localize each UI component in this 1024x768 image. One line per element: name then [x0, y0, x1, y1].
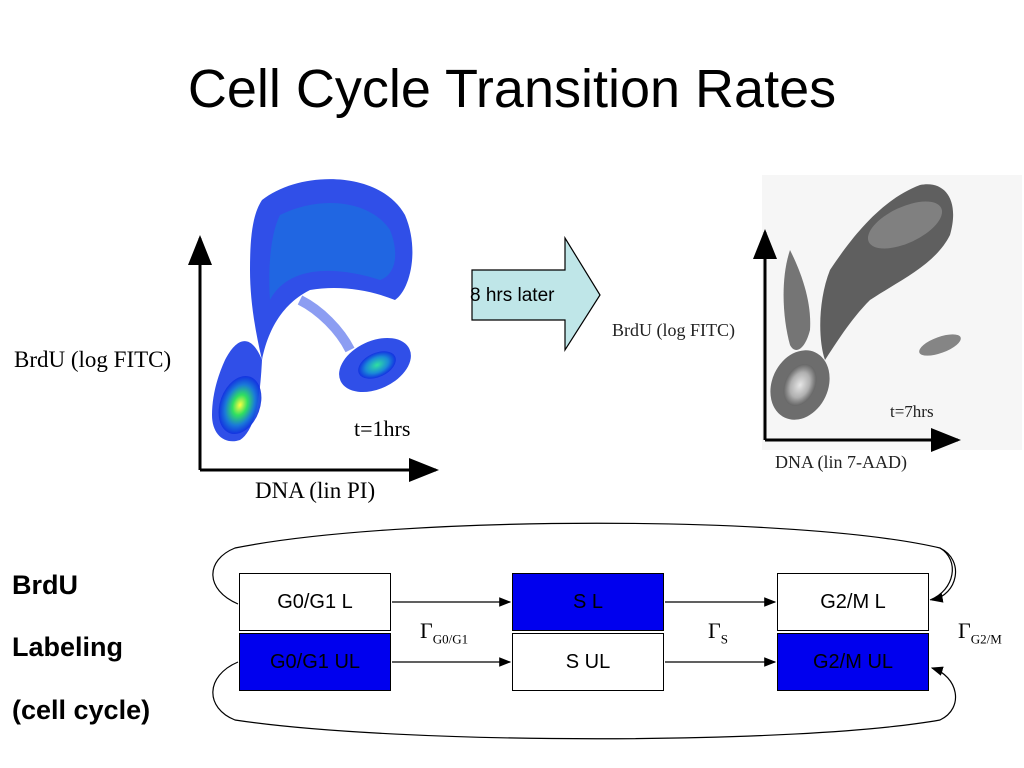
box-g0g1-unlabeled: G0/G1 UL [239, 633, 391, 691]
right-scatter [770, 184, 961, 420]
right-plot-annotation: t=7hrs [890, 402, 934, 421]
box-g2m-labeled: G2/M L [777, 573, 929, 631]
side-label-cell-cycle: (cell cycle) [12, 695, 151, 725]
left-plot-ylabel: BrdU (log FITC) [14, 347, 172, 372]
box-s-unlabeled-text: S UL [565, 650, 611, 673]
bottom-loop-arrow [212, 661, 957, 740]
side-label-labeling: Labeling [12, 632, 124, 662]
right-plot-xlabel: DNA (lin 7-AAD) [775, 452, 907, 472]
box-g0g1-unlabeled-text: G0/G1 UL [269, 650, 361, 673]
box-g0g1-labeled: G0/G1 L [239, 573, 391, 631]
box-g2m-labeled-text: G2/M L [820, 590, 886, 613]
rate-s: ΓS [708, 618, 728, 647]
box-s-labeled-text: S L [572, 590, 604, 613]
side-label-brdu: BrdU [12, 570, 78, 600]
box-g2m-unlabeled: G2/M UL [777, 633, 929, 691]
box-g0g1-labeled-text: G0/G1 L [277, 590, 353, 613]
left-plot-xlabel: DNA (lin PI) [255, 478, 376, 503]
top-loop-arrow [212, 522, 957, 605]
time-arrow-label: 8 hrs later [470, 285, 555, 306]
rate-g0g1: ΓG0/G1 [420, 618, 469, 647]
box-s-labeled: S L [512, 573, 664, 631]
rate-g2m: ΓG2/M [958, 618, 1002, 647]
page-title: Cell Cycle Transition Rates [187, 59, 837, 119]
left-scatter [212, 179, 413, 442]
box-s-unlabeled: S UL [512, 633, 664, 691]
time-arrow-shape [471, 235, 601, 353]
right-plot-ylabel: BrdU (log FITC) [612, 320, 735, 340]
left-plot-annotation: t=1hrs [354, 416, 411, 441]
box-g2m-unlabeled-text: G2/M UL [812, 650, 894, 673]
